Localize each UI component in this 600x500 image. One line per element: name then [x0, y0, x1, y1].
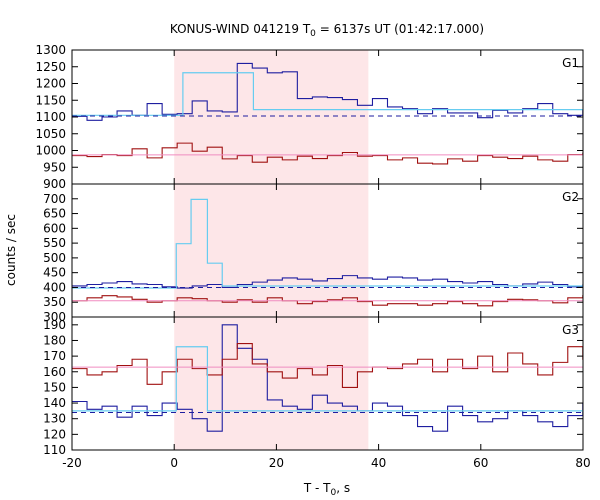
- y-tick-label: 1050: [35, 127, 66, 141]
- y-tick-label: 300: [43, 310, 66, 324]
- x-tick-label: 80: [575, 456, 590, 470]
- y-tick-label: 190: [43, 318, 66, 332]
- y-tick-label: 550: [43, 236, 66, 250]
- y-tick-label: 130: [43, 412, 66, 426]
- y-axis-label: counts / sec: [4, 214, 18, 286]
- burst-interval-shade: [174, 50, 369, 184]
- histogram-red: [72, 295, 583, 307]
- y-tick-label: 140: [43, 396, 66, 410]
- y-tick-label: 1150: [35, 93, 66, 107]
- burst-interval-shade: [174, 184, 369, 317]
- panel-label: G1: [562, 56, 579, 70]
- panel-label: G2: [562, 190, 579, 204]
- y-tick-label: 1100: [35, 110, 66, 124]
- y-tick-label: 700: [43, 192, 66, 206]
- y-tick-label: 950: [43, 160, 66, 174]
- histogram-blue: [72, 324, 583, 432]
- y-tick-label: 170: [43, 349, 66, 363]
- y-tick-label: 180: [43, 333, 66, 347]
- y-tick-label: 350: [43, 295, 66, 309]
- y-tick-label: 1300: [35, 43, 66, 57]
- x-tick-label: 40: [371, 456, 386, 470]
- histogram-red: [72, 343, 583, 388]
- y-tick-label: 110: [43, 443, 66, 457]
- y-tick-label: 1200: [35, 77, 66, 91]
- y-tick-label: 600: [43, 221, 66, 235]
- x-tick-label: -20: [62, 456, 82, 470]
- x-tick-label: 0: [170, 456, 178, 470]
- histogram-blue: [72, 275, 583, 289]
- y-tick-label: 500: [43, 251, 66, 265]
- model-curve: [72, 346, 583, 412]
- histogram-blue: [72, 62, 583, 121]
- panel-g1: 900 950 1000 1050 1100 1150 1200 1250 1300 G1: [35, 43, 584, 191]
- y-tick-label: 1000: [35, 144, 66, 158]
- panel-frame: [71, 316, 584, 451]
- y-tick-label: 160: [43, 365, 66, 379]
- y-tick-label: 150: [43, 380, 66, 394]
- model-curve: [72, 198, 583, 289]
- x-tick-label: 60: [473, 456, 488, 470]
- y-tick-label: 120: [43, 427, 66, 441]
- x-axis-label: T - T0, s: [303, 481, 350, 498]
- chart-title: KONUS-WIND 041219 T0 = 6137s UT (01:42:1…: [170, 22, 484, 39]
- y-tick-label: 900: [43, 177, 66, 191]
- x-tick-label: 20: [269, 456, 284, 470]
- histogram-red: [72, 142, 583, 165]
- y-tick-label: 400: [43, 280, 66, 294]
- y-tick-label: 650: [43, 207, 66, 221]
- model-curve: [72, 72, 583, 116]
- burst-interval-shade: [174, 317, 369, 450]
- y-tick-label: 450: [43, 266, 66, 280]
- panel-label: G3: [562, 323, 579, 337]
- y-tick-label: 1250: [35, 60, 66, 74]
